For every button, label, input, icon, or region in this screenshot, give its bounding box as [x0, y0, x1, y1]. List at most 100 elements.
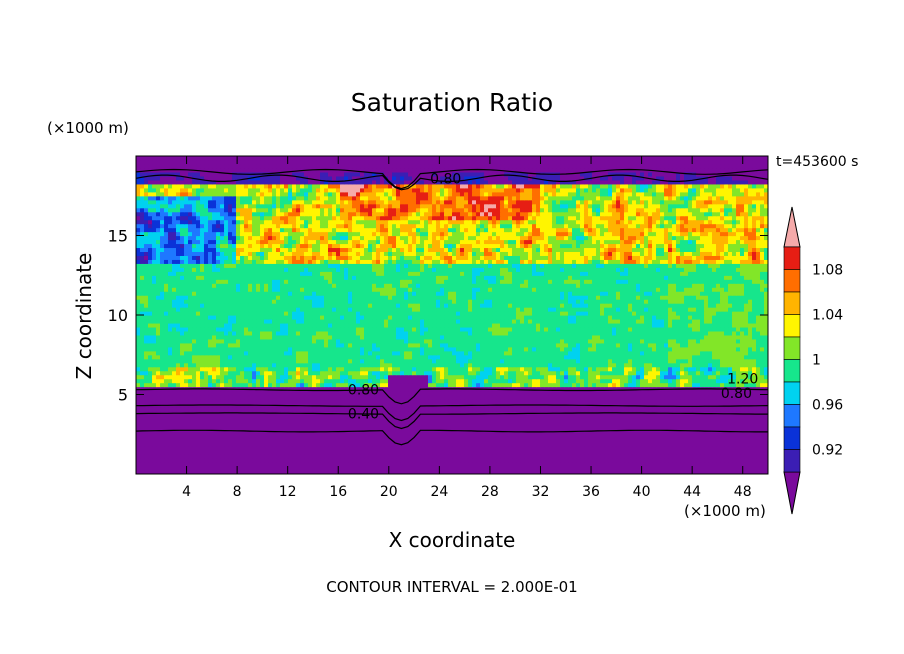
heatmap-cell — [420, 410, 425, 415]
heatmap-cell — [752, 362, 757, 368]
heatmap-cell — [640, 454, 645, 459]
heatmap-cell — [444, 454, 449, 459]
heatmap-cell — [188, 446, 193, 451]
heatmap-cell — [764, 438, 768, 443]
heatmap-cell — [232, 418, 237, 423]
heatmap-cell — [564, 422, 569, 427]
heatmap-cell — [188, 358, 193, 364]
heatmap-cell — [756, 454, 761, 459]
heatmap-cell — [172, 390, 177, 396]
heatmap-cell — [704, 354, 709, 360]
heatmap-cell — [420, 442, 425, 447]
heatmap-cell — [700, 454, 705, 459]
heatmap-cell — [464, 434, 469, 439]
heatmap-cell — [236, 350, 241, 356]
heatmap-cell — [172, 350, 177, 356]
heatmap-cell — [184, 418, 189, 423]
heatmap-cell — [144, 374, 149, 380]
heatmap-cell — [416, 410, 421, 415]
heatmap-cell — [720, 426, 725, 431]
heatmap-cell — [336, 362, 341, 368]
heatmap-cell — [628, 402, 633, 408]
heatmap-cell — [660, 406, 665, 412]
heatmap-cell — [236, 414, 241, 419]
heatmap-cell — [672, 406, 677, 412]
heatmap-cell — [652, 470, 657, 474]
heatmap-cell — [344, 382, 349, 388]
heatmap-cell — [492, 442, 497, 447]
heatmap-cell — [712, 418, 717, 423]
heatmap-cell — [532, 470, 537, 474]
heatmap-cell — [440, 354, 445, 360]
heatmap-cell — [432, 354, 437, 360]
heatmap-cell — [428, 370, 433, 376]
heatmap-cell — [276, 346, 281, 352]
heatmap-cell — [640, 430, 645, 435]
heatmap-cell — [244, 466, 249, 471]
heatmap-cell — [140, 406, 145, 412]
heatmap-cell — [604, 430, 609, 435]
heatmap-cell — [664, 354, 669, 360]
heatmap-cell — [552, 438, 557, 443]
heatmap-cell — [640, 370, 645, 376]
heatmap-cell — [720, 406, 725, 412]
heatmap-cell — [400, 406, 405, 412]
heatmap-cell — [516, 374, 521, 380]
heatmap-cell — [592, 454, 597, 459]
heatmap-cell — [152, 354, 157, 360]
heatmap-cell — [452, 438, 457, 443]
heatmap-cell — [488, 434, 493, 439]
heatmap-cell — [668, 358, 673, 364]
heatmap-cell — [312, 438, 317, 443]
heatmap-cell — [708, 402, 713, 408]
heatmap-cell — [312, 366, 317, 372]
heatmap-cell — [640, 442, 645, 447]
heatmap-cell — [568, 394, 573, 400]
heatmap-cell — [736, 458, 741, 463]
heatmap-cell — [300, 470, 305, 474]
heatmap-cell — [756, 362, 761, 368]
heatmap-cell — [612, 366, 617, 372]
heatmap-cell — [160, 390, 165, 396]
heatmap-cell — [492, 382, 497, 388]
heatmap-cell — [520, 410, 525, 415]
heatmap-cell — [152, 462, 157, 467]
heatmap-cell — [584, 398, 589, 404]
heatmap-cell — [500, 354, 505, 360]
heatmap-cell — [200, 438, 205, 443]
heatmap-cell — [164, 466, 169, 471]
heatmap-cell — [584, 466, 589, 471]
heatmap-cell — [460, 426, 465, 431]
heatmap-cell — [560, 434, 565, 439]
heatmap-cell — [248, 398, 253, 404]
heatmap-cell — [476, 410, 481, 415]
heatmap-cell — [136, 446, 141, 451]
heatmap-cell — [324, 358, 329, 364]
heatmap-cell — [148, 370, 153, 376]
heatmap-cell — [284, 414, 289, 419]
heatmap-cell — [500, 430, 505, 435]
heatmap-cell — [528, 394, 533, 400]
heatmap-cell — [260, 442, 265, 447]
heatmap-cell — [640, 358, 645, 364]
heatmap-cell — [168, 414, 173, 419]
heatmap-cell — [496, 446, 501, 451]
heatmap-cell — [376, 382, 381, 388]
heatmap-cell — [564, 394, 569, 400]
heatmap-cell — [724, 458, 729, 463]
heatmap-cell — [384, 414, 389, 419]
heatmap-cell — [656, 382, 661, 388]
heatmap-cell — [296, 350, 301, 356]
heatmap-cell — [392, 422, 397, 427]
heatmap-cell — [532, 466, 537, 471]
heatmap-cell — [656, 470, 661, 474]
heatmap-cell — [444, 406, 449, 412]
heatmap-cell — [360, 454, 365, 459]
heatmap-cell — [420, 430, 425, 435]
heatmap-cell — [160, 434, 165, 439]
heatmap-cell — [364, 454, 369, 459]
heatmap-cell — [296, 346, 301, 352]
heatmap-cell — [444, 370, 449, 376]
heatmap-cell — [236, 462, 241, 467]
heatmap-cell — [536, 394, 541, 400]
